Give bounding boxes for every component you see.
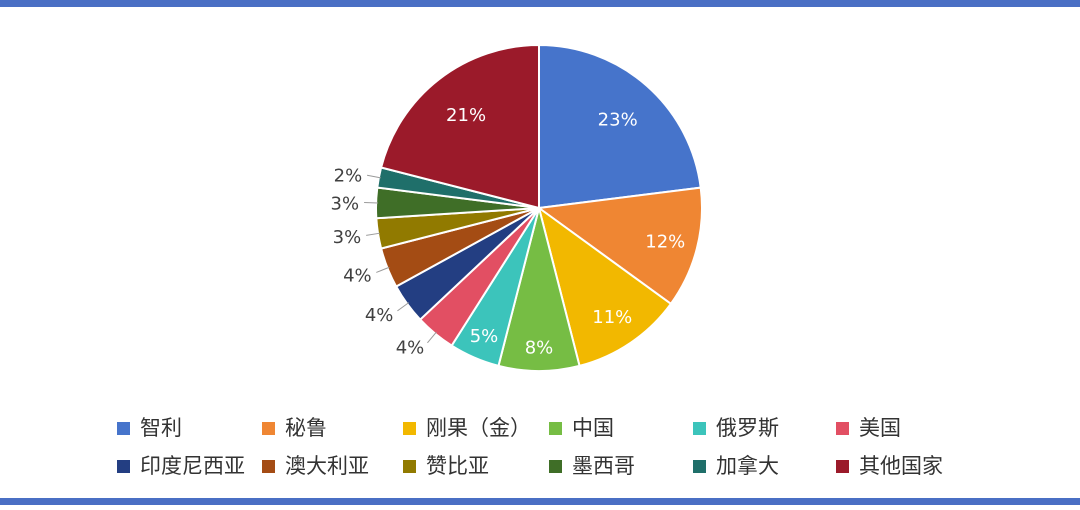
data-labels: 23%12%11%8%5%4%4%4%3%3%2%21% [331, 105, 686, 359]
pie-slice-1 [538, 43, 702, 210]
slice-label-10: 3% [331, 193, 360, 214]
slice-label-5: 5% [470, 326, 499, 347]
pie-slice-2 [536, 186, 703, 306]
bottom-rule [0, 498, 1080, 505]
slice-label-3: 11% [592, 307, 632, 328]
slice-label-11: 2% [334, 165, 363, 186]
slice-label-6: 4% [396, 338, 425, 359]
slice-label-7: 4% [365, 305, 394, 326]
leader-lines [364, 174, 437, 344]
pie-slice-3 [537, 205, 673, 368]
slice-label-1: 23% [598, 110, 638, 131]
top-rule [0, 0, 1080, 7]
leader-line-8 [376, 266, 390, 273]
slice-label-8: 4% [343, 265, 372, 286]
pie-slice-12 [379, 43, 540, 210]
pie-slices [375, 43, 703, 372]
slice-label-9: 3% [333, 227, 362, 248]
leader-line-9 [366, 232, 381, 236]
leader-line-7 [397, 302, 410, 312]
slice-label-12: 21% [446, 105, 486, 126]
leader-line-11 [367, 174, 381, 179]
slice-label-2: 12% [645, 231, 685, 252]
slice-label-4: 8% [525, 338, 554, 359]
leader-line-6 [427, 331, 437, 344]
